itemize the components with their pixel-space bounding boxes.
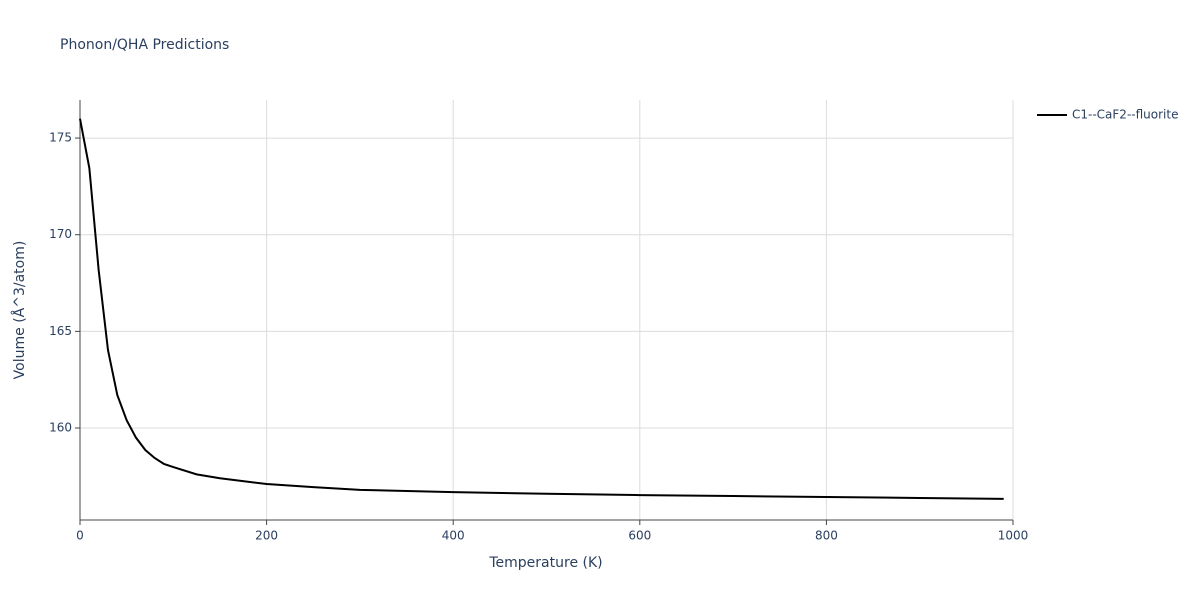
- data-line: [79, 118, 1004, 500]
- x-tick-label: 0: [76, 529, 84, 543]
- y-axis-title: Volume (Å^3/atom): [11, 241, 28, 380]
- x-axis-title: Temperature (K): [488, 555, 602, 571]
- y-tick-label: 160: [49, 420, 72, 434]
- y-tick-label: 170: [49, 227, 72, 241]
- chart-title: Phonon/QHA Predictions: [60, 37, 229, 53]
- y-tick-label: 165: [49, 324, 72, 338]
- x-tick-label: 600: [628, 529, 651, 543]
- x-tick-label: 400: [442, 529, 465, 543]
- x-tick-label: 200: [255, 529, 278, 543]
- legend-label: C1--CaF2--fluorite: [1072, 108, 1178, 122]
- y-tick-label: 175: [49, 131, 72, 145]
- x-tick-label: 800: [815, 529, 838, 543]
- x-tick-label: 1000: [998, 529, 1029, 543]
